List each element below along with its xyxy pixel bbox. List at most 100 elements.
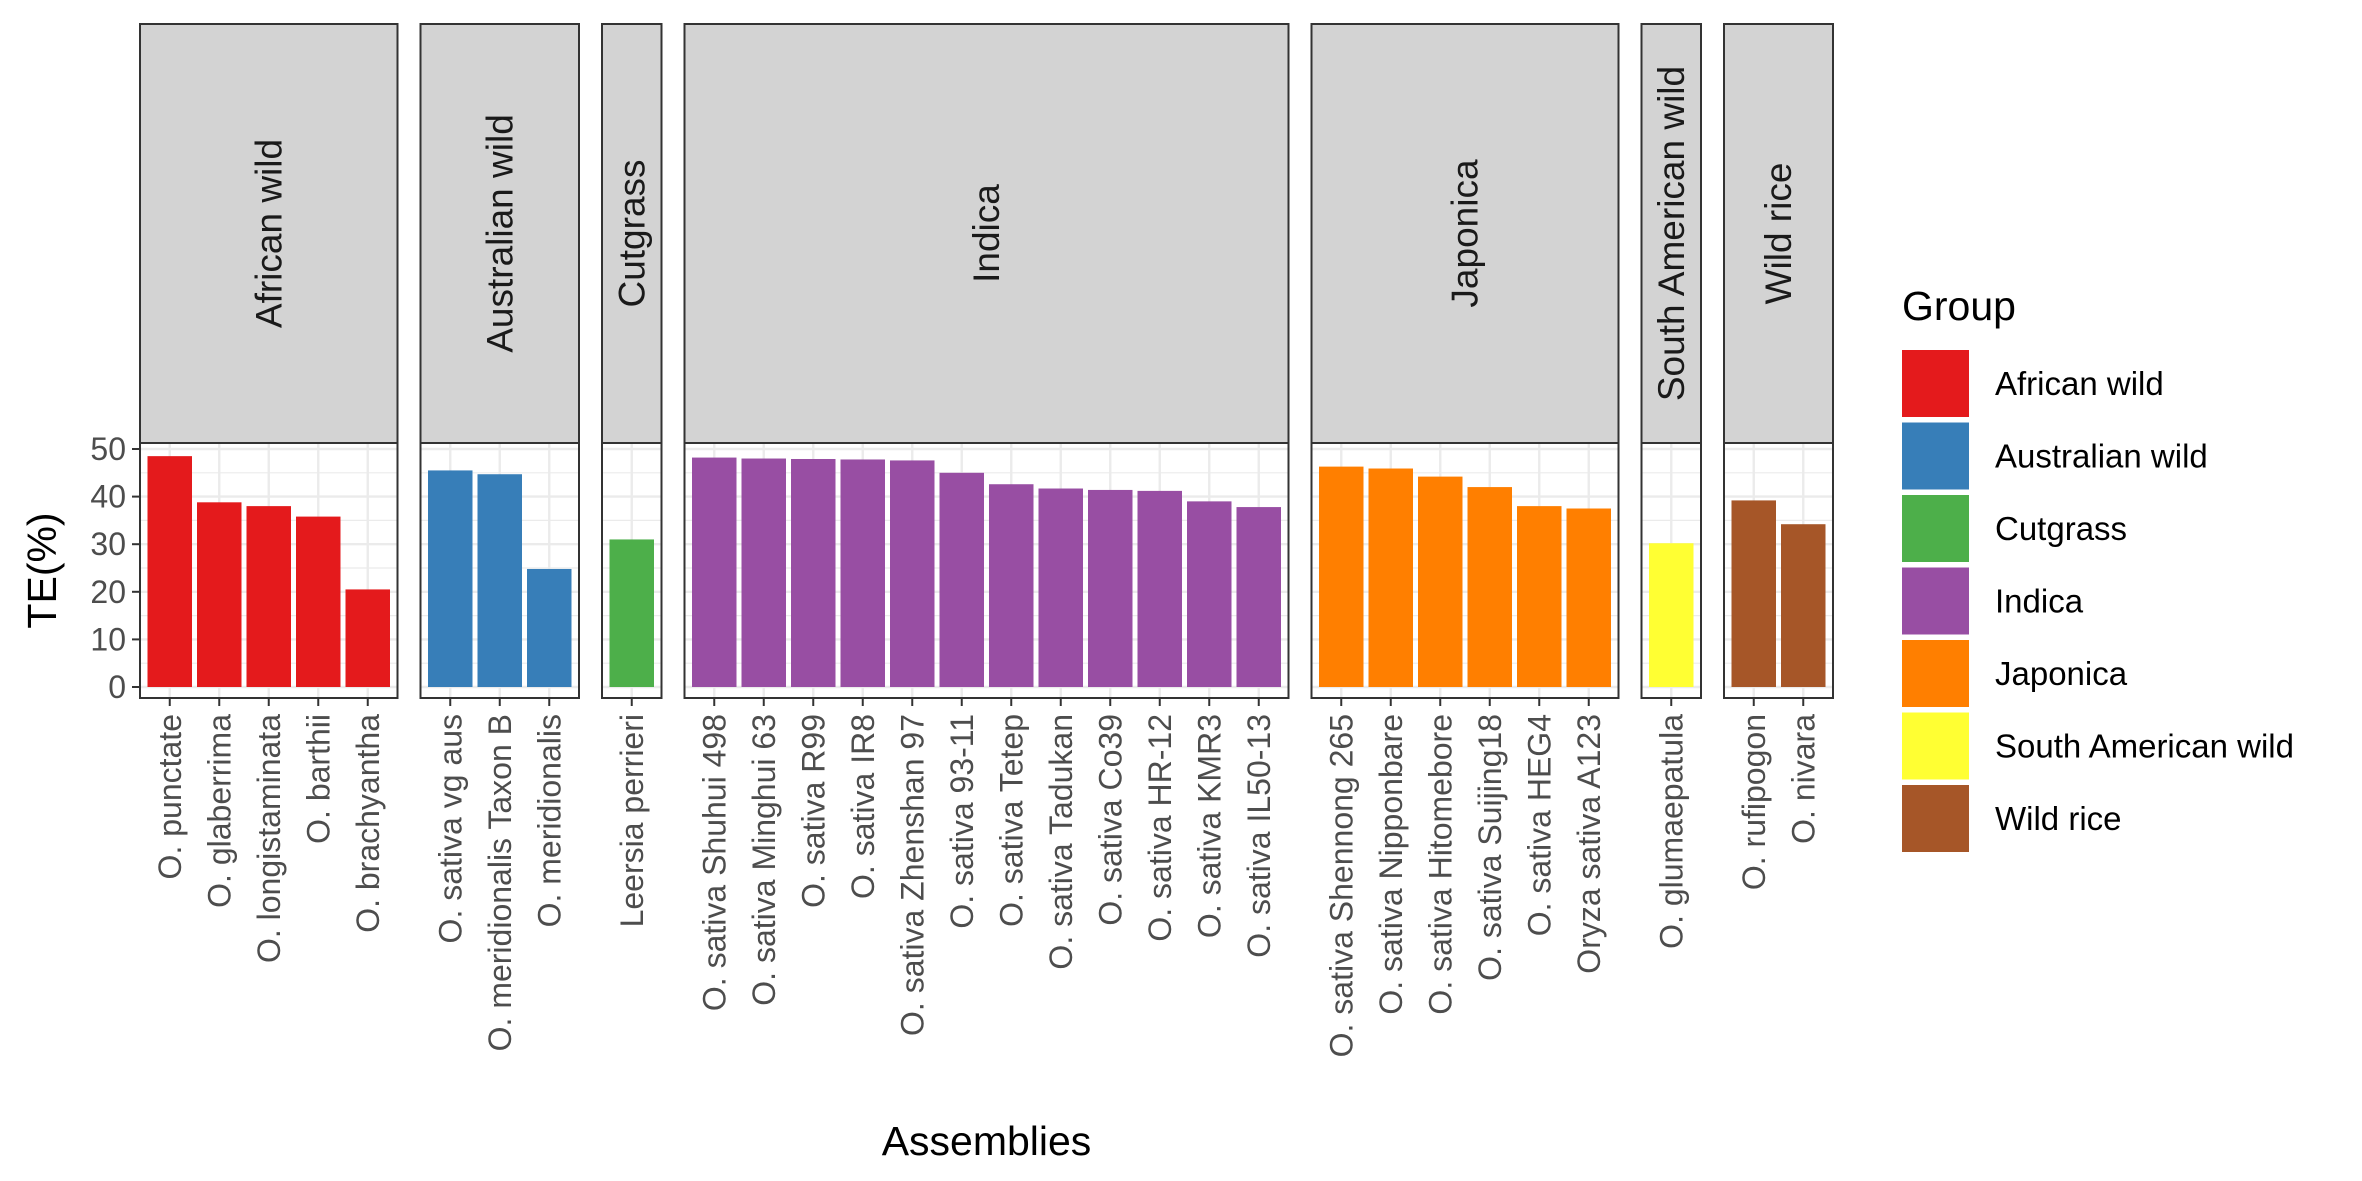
x-tick-label: O. sativa Shennong 265 xyxy=(1323,714,1359,1057)
facet-strip xyxy=(1723,23,1834,444)
y-axis: 0 10 20 30 40 50 xyxy=(90,431,140,705)
facet-panel: Wild rice O. rufipogon O. nivara xyxy=(1723,23,1834,890)
x-tick-label: O. sativa Nipponbare xyxy=(1373,714,1409,1015)
x-axis-title: Assemblies xyxy=(882,1118,1092,1164)
legend: Group African wild Australian wild Cutgras… xyxy=(1902,283,2294,852)
x-tick-label: O. sativa vg aus xyxy=(432,714,468,943)
x-tick-label: O. rufipogon xyxy=(1736,714,1772,890)
panel-border xyxy=(683,442,1290,699)
y-tick-label: 40 xyxy=(90,479,126,515)
facet-strip-label: Australian wild xyxy=(479,114,520,353)
bar xyxy=(296,516,341,687)
x-tick-label: O. sativa Hitomebore xyxy=(1422,714,1458,1015)
facet-strip xyxy=(683,23,1290,444)
legend-label: Wild rice xyxy=(1995,800,2122,837)
panel-border xyxy=(1723,442,1834,699)
x-tick-label: O. longistaminata xyxy=(251,714,287,963)
facet-strip xyxy=(139,23,399,444)
x-tick-label: Oryza sativa A123 xyxy=(1571,714,1607,974)
legend-label: Indica xyxy=(1995,583,2084,620)
bar xyxy=(1319,466,1364,687)
x-tick-label: O. sativa R99 xyxy=(795,714,831,908)
facet-strip xyxy=(419,23,580,444)
bar xyxy=(1418,476,1463,687)
legend-key xyxy=(1902,785,1969,852)
facet-panel: Cutgrass Leersia perrieri xyxy=(601,23,663,927)
y-tick-label: 30 xyxy=(90,526,126,562)
bar xyxy=(609,539,654,687)
y-tick-label: 0 xyxy=(108,669,126,705)
x-tick-label: O. glumaepatula xyxy=(1653,714,1689,949)
facet-panel: African wild O. punctate O. glaberrima O. l… xyxy=(139,23,399,963)
facet-panel: Australian wild O. sativa vg aus O. meridi… xyxy=(419,23,580,1051)
bar xyxy=(428,470,473,687)
bar xyxy=(1517,506,1562,687)
x-tick-label: O. sativa Tadukan xyxy=(1043,714,1079,970)
x-tick-label: O. glaberrima xyxy=(201,714,237,908)
bar xyxy=(1038,488,1083,687)
x-tick-label: O. sativa HR-12 xyxy=(1142,714,1178,942)
x-tick-label: O. sativa Suijing18 xyxy=(1472,714,1508,981)
bar xyxy=(1088,489,1133,687)
facet-strip-label: African wild xyxy=(248,139,289,328)
legend-label: Australian wild xyxy=(1995,438,2208,475)
bar xyxy=(1649,543,1694,687)
bar xyxy=(477,474,522,687)
x-tick-label: Leersia perrieri xyxy=(614,714,650,927)
bar xyxy=(1236,507,1281,687)
x-tick-label: O. meridionalis xyxy=(531,714,567,927)
facet-strip xyxy=(1310,23,1620,444)
legend-label: African wild xyxy=(1995,365,2164,402)
legend-title: Group xyxy=(1902,283,2016,329)
facet-panels: African wild O. punctate O. glaberrima O. l… xyxy=(139,23,1834,1057)
x-tick-label: O. sativa HEG4 xyxy=(1521,714,1557,936)
bar xyxy=(1566,508,1611,687)
bar xyxy=(840,459,885,687)
bar xyxy=(147,456,192,687)
x-tick-label: O. sativa Minghui 63 xyxy=(746,714,782,1006)
bar xyxy=(345,589,390,687)
legend-key xyxy=(1902,422,1969,490)
facet-panel: Indica O. sativa Shuhui 498 O. sativa Ming… xyxy=(683,23,1290,1036)
bar xyxy=(246,506,291,687)
legend-label: South American wild xyxy=(1995,728,2294,765)
x-tick-label: O. nivara xyxy=(1785,714,1821,844)
legend-key xyxy=(1902,712,1969,780)
facet-strip-label: Japonica xyxy=(1445,159,1486,308)
bar xyxy=(527,568,572,687)
bar xyxy=(1187,501,1232,687)
bar xyxy=(989,484,1034,687)
bar xyxy=(197,502,242,687)
bar xyxy=(1137,490,1182,687)
facet-strip xyxy=(601,23,663,444)
facet-strip-label: Wild rice xyxy=(1758,163,1799,305)
legend-key xyxy=(1902,567,1969,635)
bar xyxy=(1781,524,1826,687)
panel-border xyxy=(1310,442,1620,699)
legend-key xyxy=(1902,350,1969,417)
x-tick-label: O. sativa Shuhui 498 xyxy=(696,714,732,1011)
facet-strip xyxy=(1640,23,1702,444)
x-tick-label: O. sativa Co39 xyxy=(1092,714,1128,926)
x-tick-label: O. sativa Zhenshan 97 xyxy=(894,714,930,1036)
legend-key xyxy=(1902,640,1969,707)
x-tick-label: O. punctate xyxy=(152,714,188,879)
bar xyxy=(890,460,935,687)
facet-strip-label: Indica xyxy=(966,184,1007,283)
y-tick-label: 20 xyxy=(90,574,126,610)
y-axis-title: TE(%) xyxy=(19,512,65,628)
x-tick-label: O. sativa Tetep xyxy=(993,714,1029,927)
bar xyxy=(1731,500,1776,687)
bar xyxy=(692,457,737,687)
x-tick-label: O. meridionalis Taxon B xyxy=(482,714,518,1051)
bar xyxy=(1467,487,1512,687)
bar xyxy=(1368,468,1413,687)
x-tick-label: O. sativa IL50-13 xyxy=(1241,714,1277,958)
legend-label: Japonica xyxy=(1995,655,2128,692)
facet-panel: Japonica O. sativa Shennong 265 O. sativa … xyxy=(1310,23,1620,1057)
x-tick-label: O. sativa IR8 xyxy=(845,714,881,899)
x-tick-label: O. barthii xyxy=(300,714,336,844)
legend-key xyxy=(1902,495,1969,562)
facet-strip-label: South American wild xyxy=(1651,66,1692,401)
